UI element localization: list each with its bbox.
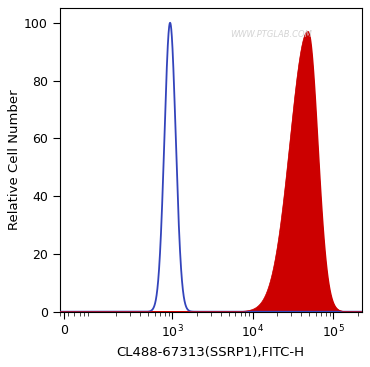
Text: WWW.PTGLAB.COM: WWW.PTGLAB.COM bbox=[230, 30, 312, 39]
Y-axis label: Relative Cell Number: Relative Cell Number bbox=[9, 90, 21, 230]
X-axis label: CL488-67313(SSRP1),FITC-H: CL488-67313(SSRP1),FITC-H bbox=[117, 346, 305, 359]
